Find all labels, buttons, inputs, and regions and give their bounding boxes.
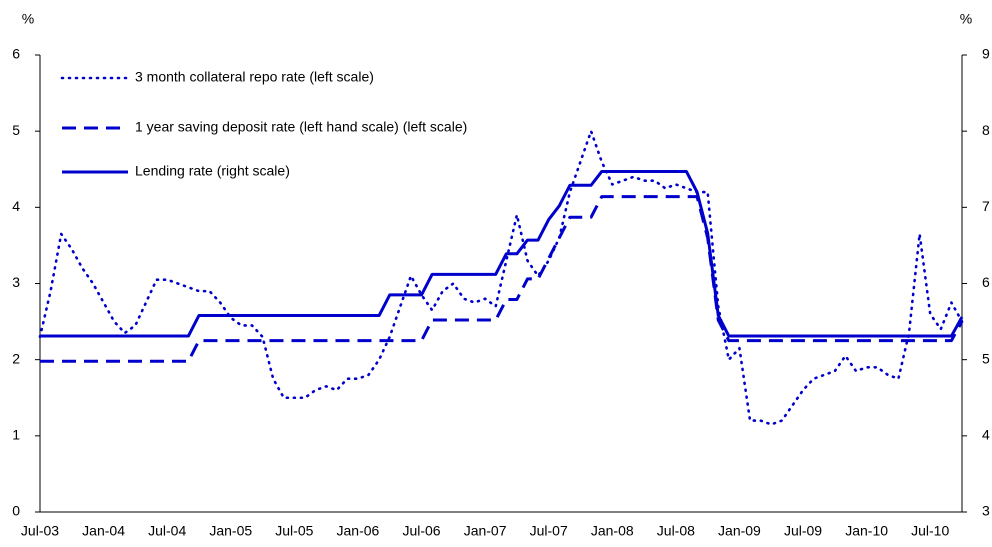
x-tick-label: Jan-09 xyxy=(718,523,761,539)
y2-tick-label: 4 xyxy=(982,427,990,443)
x-tick-label: Jan-08 xyxy=(591,523,634,539)
legend-label: 3 month collateral repo rate (left scale… xyxy=(135,69,374,85)
y2-tick-label: 9 xyxy=(982,46,990,62)
x-tick-label: Jul-03 xyxy=(21,523,59,539)
legend-label: Lending rate (right scale) xyxy=(135,163,290,179)
y-tick-label: 2 xyxy=(12,350,20,366)
y2-tick-label: 7 xyxy=(982,198,990,214)
y2-tick-label: 8 xyxy=(982,122,990,138)
x-tick-label: Jul-06 xyxy=(402,523,440,539)
x-tick-label: Jul-04 xyxy=(148,523,186,539)
y2-axis-label: % xyxy=(960,11,972,27)
y2-tick-label: 6 xyxy=(982,274,990,290)
x-tick-label: Jan-07 xyxy=(464,523,507,539)
y2-tick-label: 5 xyxy=(982,350,990,366)
y-axis-label: % xyxy=(22,11,34,27)
series-line xyxy=(38,129,964,426)
x-tick-label: Jan-10 xyxy=(845,523,888,539)
x-tick-label: Jul-05 xyxy=(275,523,313,539)
legend-label: 1 year saving deposit rate (left hand sc… xyxy=(135,119,467,135)
y2-tick-label: 3 xyxy=(982,503,990,519)
y-tick-label: 0 xyxy=(12,503,20,519)
x-tick-label: Jan-05 xyxy=(209,523,252,539)
x-tick-label: Jul-07 xyxy=(530,523,568,539)
series-line xyxy=(40,195,964,363)
y-tick-label: 3 xyxy=(12,274,20,290)
x-tick-label: Jul-10 xyxy=(911,523,949,539)
y-tick-label: 1 xyxy=(12,427,20,443)
x-tick-label: Jul-08 xyxy=(657,523,695,539)
x-tick-label: Jan-04 xyxy=(82,523,125,539)
y-tick-label: 5 xyxy=(12,122,20,138)
y-tick-label: 6 xyxy=(12,46,20,62)
y-tick-label: 4 xyxy=(12,198,20,214)
series-line xyxy=(40,170,964,338)
x-tick-label: Jan-06 xyxy=(337,523,380,539)
x-tick-label: Jul-09 xyxy=(784,523,822,539)
